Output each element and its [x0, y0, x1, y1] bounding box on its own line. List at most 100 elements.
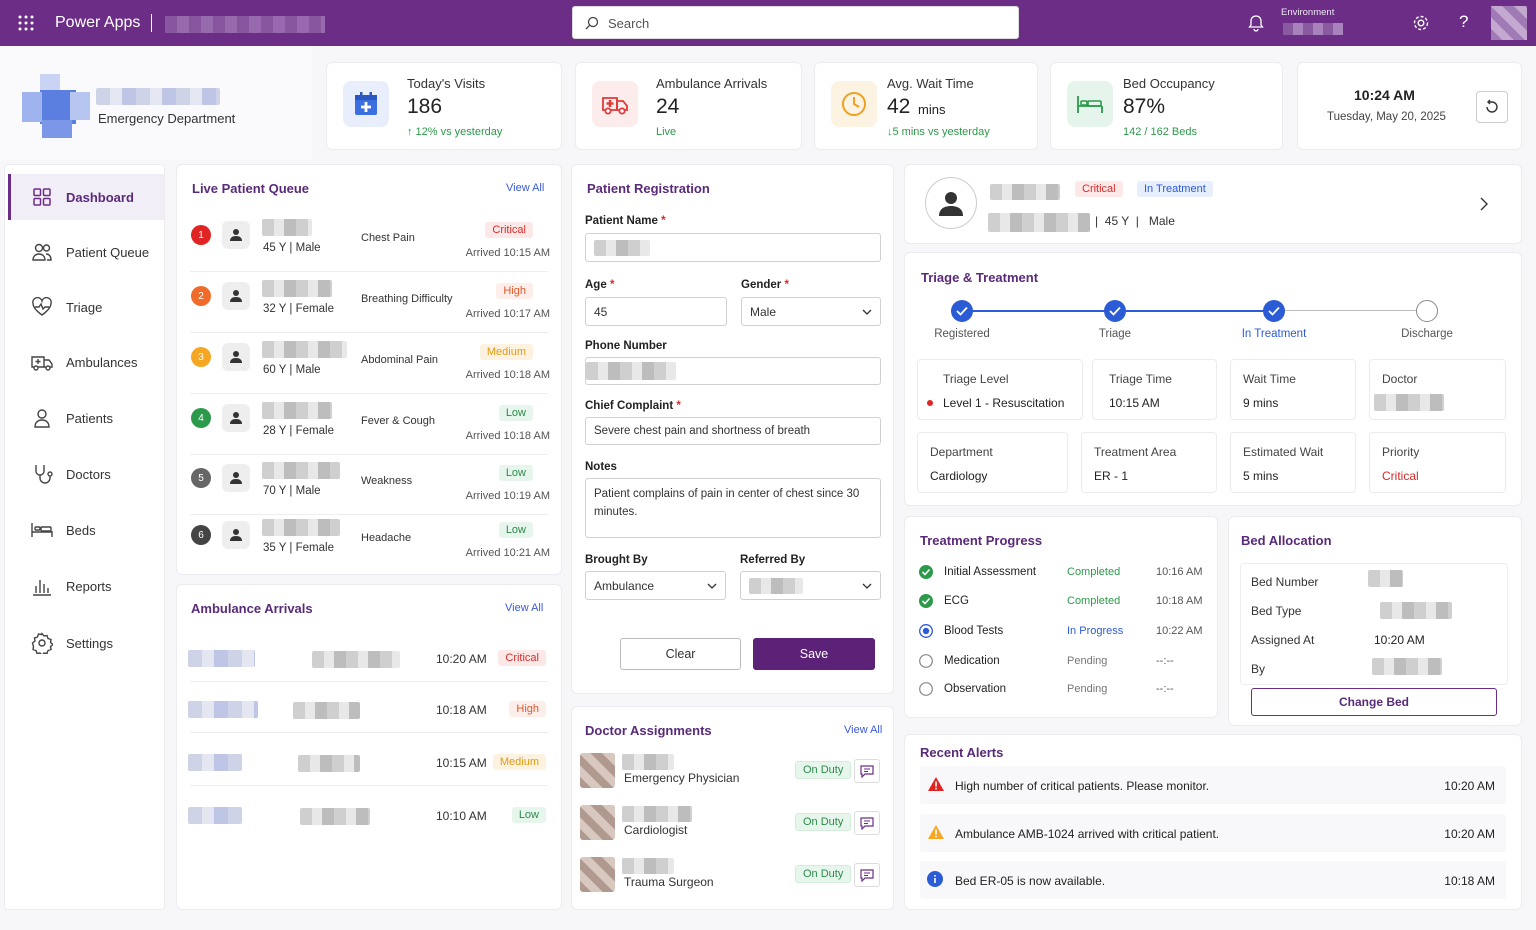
alert-item[interactable]: Bed ER-05 is now available. 10:18 AM	[920, 861, 1506, 899]
task-name: Blood Tests	[944, 625, 1004, 637]
age-field[interactable]: 45	[585, 297, 727, 326]
bed-type-label: Bed Type	[1251, 604, 1302, 618]
status-badge: In Treatment	[1137, 181, 1213, 197]
alert-time: 10:18 AM	[1444, 874, 1495, 888]
sidebar-item-beds[interactable]: Beds	[8, 507, 164, 553]
priority-badge: Medium	[492, 754, 546, 770]
section-title: Triage & Treatment	[921, 270, 1039, 285]
gear-icon[interactable]	[1412, 14, 1430, 32]
arrival-time: 10:20 AM	[436, 652, 487, 666]
patient-avatar	[222, 343, 250, 371]
kpi-card-visits[interactable]: Today's Visits 186 ↑ 12% vs yesterday	[326, 62, 562, 150]
ambulance-id-redacted	[188, 754, 242, 771]
sidebar-item-triage[interactable]: Triage	[8, 284, 164, 330]
row-divider	[190, 393, 548, 394]
sidebar-item-ambulances[interactable]: Ambulances	[8, 339, 164, 385]
clear-button[interactable]: Clear	[620, 638, 741, 670]
kpi-value: 186	[407, 95, 443, 118]
chief-complaint-label: Chief Complaint *	[585, 400, 681, 412]
ambulance-patient-redacted	[300, 808, 370, 825]
app-name[interactable]: Power Apps	[55, 14, 141, 31]
row-divider	[190, 271, 548, 272]
save-button[interactable]: Save	[753, 638, 875, 670]
view-all-link[interactable]: View All	[505, 602, 544, 614]
message-icon[interactable]	[854, 759, 880, 783]
refresh-button[interactable]	[1476, 91, 1508, 123]
chevron-right-icon[interactable]	[1479, 197, 1489, 211]
brought-by-select[interactable]: Ambulance	[585, 571, 726, 600]
view-all-link[interactable]: View All	[506, 182, 545, 194]
patient-name-label: Patient Name *	[585, 215, 666, 227]
app-title-redacted	[165, 16, 325, 33]
app-launcher-icon[interactable]	[18, 15, 34, 31]
sidebar-item-dashboard[interactable]: Dashboard	[8, 174, 164, 220]
bell-icon[interactable]	[1247, 14, 1265, 32]
chevron-down-icon	[862, 309, 872, 315]
status-badge: On Duty	[795, 865, 852, 883]
gender-select[interactable]: Male	[741, 297, 881, 326]
kpi-card-ambulance[interactable]: Ambulance Arrivals 24 Live	[575, 62, 802, 150]
change-bed-button[interactable]: Change Bed	[1251, 688, 1497, 716]
search-box[interactable]: Search	[572, 6, 1019, 39]
department-label: Emergency Department	[98, 111, 236, 126]
section-title: Doctor Assignments	[585, 723, 712, 738]
queue-number: 3	[191, 347, 211, 367]
sidebar-item-label: Doctors	[66, 466, 111, 482]
bed-icon	[1067, 81, 1113, 127]
priority-badge: Low	[498, 522, 533, 538]
user-icon	[230, 472, 242, 484]
calendar-plus-icon	[343, 81, 389, 127]
patient-avatar	[222, 282, 250, 310]
message-icon[interactable]	[854, 863, 880, 887]
radio-active-icon	[919, 624, 933, 638]
alert-message: Ambulance AMB-1024 arrived with critical…	[955, 827, 1220, 841]
sidebar-item-doctors[interactable]: Doctors	[8, 451, 164, 497]
alert-item[interactable]: High number of critical patients. Please…	[920, 766, 1506, 804]
patient-avatar	[222, 221, 250, 249]
arrival-time: Arrived 10:17 AM	[465, 308, 550, 320]
sidebar-item-patients[interactable]: Patients	[8, 395, 164, 441]
logo-icon	[22, 74, 90, 138]
sidebar-item-settings[interactable]: Settings	[8, 620, 164, 666]
gender-label: Gender *	[741, 279, 789, 291]
doctor-role: Trauma Surgeon	[624, 875, 714, 889]
kpi-card-wait[interactable]: Avg. Wait Time 42 mins ↓5 mins vs yester…	[814, 62, 1038, 150]
view-all-link[interactable]: View All	[844, 724, 883, 736]
kpi-label: Bed Occupancy	[1123, 76, 1215, 91]
ambulance-card	[176, 584, 562, 910]
arrival-time: Arrived 10:18 AM	[465, 369, 550, 381]
status-badge: On Duty	[795, 761, 852, 779]
priority-badge: Low	[498, 465, 533, 481]
notes-textarea[interactable]: Patient complains of pain in center of c…	[585, 478, 881, 538]
task-time: --:--	[1156, 655, 1174, 667]
doctor-name-redacted	[622, 806, 692, 822]
patient-avatar	[925, 177, 977, 229]
chief-complaint-field[interactable]: Severe chest pain and shortness of breat…	[585, 417, 881, 445]
task-time: 10:18 AM	[1156, 595, 1203, 607]
referred-by-select[interactable]	[740, 571, 881, 600]
message-icon[interactable]	[854, 811, 880, 835]
help-icon[interactable]: ?	[1459, 12, 1469, 31]
row-divider	[190, 454, 548, 455]
sidebar-item-reports[interactable]: Reports	[8, 563, 164, 609]
chief-complaint: Breathing Difficulty	[361, 293, 453, 305]
phone-field[interactable]	[585, 357, 881, 385]
patient-header-card[interactable]	[904, 164, 1522, 244]
chief-complaint: Weakness	[361, 475, 413, 487]
sidebar-item-patient-queue[interactable]: Patient Queue	[8, 229, 164, 275]
environment-value-redacted[interactable]	[1283, 23, 1343, 35]
bed-type-redacted	[1380, 602, 1452, 619]
department-box: Department Cardiology	[917, 432, 1068, 493]
user-icon	[30, 406, 54, 430]
brought-by-label: Brought By	[585, 554, 648, 566]
alert-item[interactable]: Ambulance AMB-1024 arrived with critical…	[920, 814, 1506, 852]
patient-demographics: 70 Y | Male	[263, 485, 321, 497]
kpi-card-beds[interactable]: Bed Occupancy 87% 142 / 162 Beds	[1050, 62, 1283, 150]
avatar[interactable]	[1491, 6, 1527, 40]
kpi-value: 87%	[1123, 95, 1166, 118]
task-time: 10:22 AM	[1156, 625, 1203, 637]
section-title: Recent Alerts	[920, 745, 1004, 760]
patient-name-field[interactable]	[585, 233, 881, 262]
brand-area: Emergency Department	[0, 46, 312, 160]
divider	[151, 14, 152, 32]
